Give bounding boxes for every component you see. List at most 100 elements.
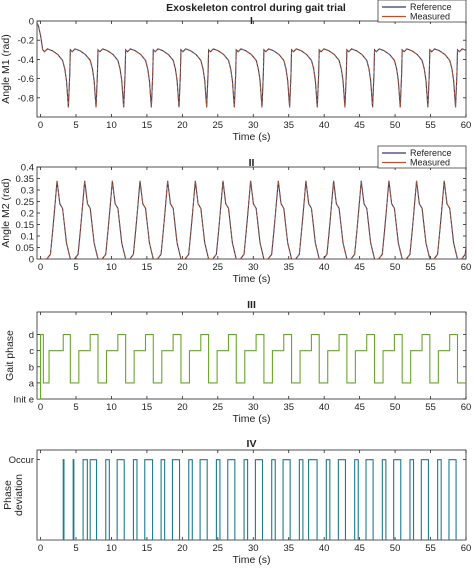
x-tick-label: 25: [213, 262, 224, 273]
panel-title: IV: [247, 438, 257, 450]
x-tick-label: 35: [283, 120, 294, 131]
panel-title: II: [249, 157, 255, 169]
x-tick-label: 45: [354, 262, 365, 273]
x-tick-label: 0: [38, 262, 43, 273]
y-tick-label: -0.8: [18, 93, 34, 104]
x-tick-label: 20: [177, 402, 188, 413]
y-tick-label: 0.1: [21, 232, 34, 243]
y-tick-label: -0.6: [18, 74, 34, 85]
legend-label-reference: Reference: [410, 2, 452, 12]
legend-label-reference: Reference: [410, 148, 452, 158]
x-tick-label: 30: [248, 402, 259, 413]
x-tick-label: 60: [461, 402, 472, 413]
plot-area: [37, 459, 466, 540]
x-tick-label: 50: [390, 262, 401, 273]
y-tick-label: 0.3: [21, 186, 34, 197]
x-tick-label: 0: [38, 402, 43, 413]
x-tick-label: 10: [106, 543, 117, 554]
x-tick-label: 40: [319, 543, 330, 554]
y-tick-label: d: [29, 330, 34, 341]
x-tick-label: 30: [248, 120, 259, 131]
legend-label-measured: Measured: [410, 12, 450, 22]
series-phase-deviation-line: [37, 459, 466, 540]
y-tick-label: 0.05: [16, 243, 35, 254]
x-tick-label: 15: [142, 402, 153, 413]
panel-IV: IV 0 5 10 15 20 25 30 35 40 45 50 55 60 Occur Time (s) P…: [2, 438, 471, 566]
x-tick-label: 55: [425, 402, 436, 413]
y-tick-label: c: [29, 346, 34, 357]
x-tick-label: 55: [425, 120, 436, 131]
y-axis-label: Phasedeviation: [2, 474, 25, 516]
axes-box: [36, 311, 467, 400]
y-tick-label: 0.35: [16, 174, 35, 185]
x-tick-label: 45: [354, 120, 365, 131]
y-tick-label: 0.15: [16, 220, 35, 231]
panel-title: III: [247, 299, 256, 311]
y-tick-label: -0.2: [18, 36, 34, 47]
y-axis-label: Angle M1 (rad): [0, 34, 12, 103]
x-tick-label: 15: [142, 120, 153, 131]
x-tick-label: 30: [248, 543, 259, 554]
x-tick-label: 15: [142, 262, 153, 273]
y-axis-label: Gait phase: [4, 330, 16, 381]
x-axis-label: Time (s): [232, 131, 270, 143]
x-tick-label: 25: [213, 120, 224, 131]
y-axis-label: Angle M2 (rad): [0, 178, 12, 247]
y-tick-label: 0.2: [21, 209, 34, 220]
x-tick-label: 60: [461, 120, 472, 131]
x-tick-label: 35: [283, 543, 294, 554]
figure-title: Exoskeleton control during gait trial: [166, 2, 346, 14]
plot-area: [37, 334, 466, 399]
series-reference-line: [37, 180, 466, 259]
x-tick-label: 60: [461, 543, 472, 554]
x-tick-label: 50: [390, 402, 401, 413]
series-measured-line: [37, 180, 466, 259]
panel-I: I0 5 10 15 20 25 30 35 40 45 50 55 600-0.2-0.4-0.6-0…: [0, 0, 472, 143]
series-measured-line: [37, 22, 466, 108]
x-tick-label: 0: [38, 120, 43, 131]
x-tick-label: 20: [177, 543, 188, 554]
y-tick-label: a: [29, 378, 35, 389]
y-tick-label: Occur: [9, 455, 34, 466]
y-tick-label: b: [29, 362, 34, 373]
axes-box: [36, 449, 467, 541]
x-tick-label: 15: [142, 543, 153, 554]
legend-label-measured: Measured: [410, 158, 450, 168]
x-tick-label: 25: [213, 543, 224, 554]
x-tick-label: 60: [461, 262, 472, 273]
x-tick-label: 0: [38, 543, 43, 554]
x-tick-label: 10: [106, 262, 117, 273]
x-tick-label: 5: [73, 543, 78, 554]
plot-area: [37, 22, 466, 108]
x-axis-label: Time (s): [232, 554, 270, 566]
y-tick-label: 0.4: [21, 163, 34, 174]
x-tick-label: 5: [73, 402, 78, 413]
series-reference-line: [37, 22, 466, 108]
y-tick-label: Init e: [13, 395, 34, 406]
axes-box: [36, 20, 467, 118]
x-tick-label: 5: [73, 120, 78, 131]
x-tick-label: 20: [177, 262, 188, 273]
y-tick-label: 0.25: [16, 197, 35, 208]
y-tick-label: 0: [29, 255, 34, 266]
series-gait-phase-line: [37, 334, 466, 399]
x-tick-label: 25: [213, 402, 224, 413]
x-tick-label: 50: [390, 543, 401, 554]
x-tick-label: 50: [390, 120, 401, 131]
x-tick-label: 55: [425, 543, 436, 554]
axes-box: [36, 166, 467, 260]
x-tick-label: 55: [425, 262, 436, 273]
x-tick-label: 35: [283, 262, 294, 273]
y-tick-label: 0: [29, 17, 34, 28]
x-tick-label: 45: [354, 543, 365, 554]
y-tick-label: -0.4: [18, 55, 34, 66]
x-tick-label: 35: [283, 402, 294, 413]
x-tick-label: 10: [106, 120, 117, 131]
x-tick-label: 30: [248, 262, 259, 273]
x-tick-label: 40: [319, 262, 330, 273]
x-tick-label: 40: [319, 120, 330, 131]
